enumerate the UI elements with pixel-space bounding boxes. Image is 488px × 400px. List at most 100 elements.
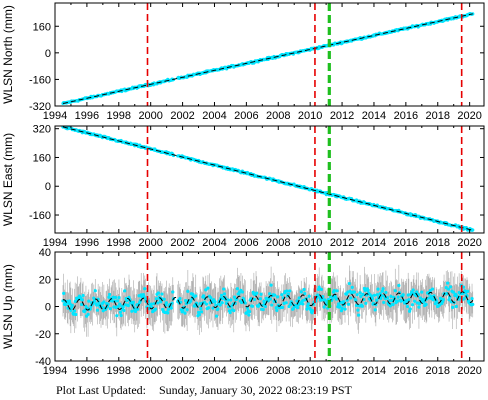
data-point	[385, 296, 389, 300]
data-point	[154, 297, 158, 301]
data-point	[220, 301, 224, 305]
data-point	[399, 299, 403, 303]
x-tick-label: 2020	[457, 110, 481, 122]
data-point	[72, 309, 77, 313]
data-point	[131, 300, 135, 304]
data-point	[122, 308, 126, 313]
data-point	[374, 298, 379, 302]
data-point	[275, 308, 279, 312]
y-tick-label: 0	[45, 181, 51, 193]
y-tick-label: -160	[29, 210, 51, 222]
plot-area	[61, 252, 475, 361]
data-point	[291, 307, 295, 311]
data-point	[273, 293, 277, 297]
data-point	[261, 307, 265, 312]
data-point	[395, 299, 400, 303]
x-tick-label: 2012	[330, 110, 354, 122]
x-tick-label: 2016	[394, 237, 418, 249]
data-point	[331, 295, 335, 299]
data-point	[379, 296, 383, 300]
x-tick-label: 2012	[330, 365, 354, 377]
data-point	[92, 296, 96, 300]
data-point	[240, 290, 244, 294]
data-point	[288, 289, 292, 293]
x-tick-label: 1994	[43, 365, 67, 377]
data-point	[280, 305, 285, 309]
x-tick-label: 2018	[426, 365, 450, 377]
data-point	[352, 290, 356, 294]
data-point	[252, 297, 257, 302]
data-point	[382, 300, 386, 305]
x-tick-label: 1998	[107, 365, 131, 377]
x-tick-label: 2010	[298, 237, 322, 249]
data-point	[263, 304, 267, 309]
data-point	[338, 304, 342, 309]
data-point	[164, 301, 168, 305]
y-tick-label: -20	[35, 329, 51, 341]
data-point	[397, 283, 401, 288]
x-tick-label: 2010	[298, 110, 322, 122]
data-point	[240, 300, 244, 305]
data-point	[184, 298, 188, 303]
data-point	[204, 302, 209, 306]
data-point	[156, 301, 160, 305]
data-point	[354, 298, 358, 302]
data-point	[406, 293, 410, 297]
data-point	[70, 303, 74, 308]
data-point	[302, 287, 306, 292]
data-point	[178, 296, 182, 301]
data-point	[384, 290, 388, 295]
data-point	[162, 297, 166, 301]
plot-area	[61, 126, 475, 233]
data-point	[355, 293, 359, 297]
x-tick-label: 2002	[170, 110, 194, 122]
data-point	[448, 295, 452, 299]
data-point	[81, 293, 85, 298]
data-point	[446, 281, 450, 285]
data-point	[266, 299, 270, 303]
data-point	[152, 302, 156, 306]
data-point	[229, 298, 233, 302]
data-point	[334, 297, 339, 301]
data-point	[204, 288, 208, 292]
x-tick-label: 2016	[394, 110, 418, 122]
x-tick-label: 2014	[362, 110, 386, 122]
data-point	[126, 304, 130, 308]
data-point	[405, 304, 410, 309]
data-point	[268, 297, 272, 301]
data-point	[202, 294, 206, 298]
data-point	[121, 305, 125, 309]
data-point	[296, 306, 300, 310]
data-point	[316, 293, 320, 297]
x-tick-label: 2008	[266, 237, 290, 249]
y-tick-label: 20	[39, 274, 51, 286]
data-point	[92, 299, 97, 303]
x-tick-label: 2000	[138, 365, 162, 377]
data-point	[189, 299, 193, 303]
data-point	[357, 313, 361, 317]
data-point	[375, 293, 379, 297]
data-point	[67, 299, 72, 303]
data-point	[119, 313, 123, 318]
data-point	[435, 300, 439, 305]
data-point	[202, 300, 206, 304]
plot-last-updated-timestamp: Sunday, January 30, 2022 08:23:19 PST	[159, 383, 352, 397]
data-point	[339, 309, 344, 313]
data-point	[123, 289, 127, 293]
data-point	[470, 296, 474, 301]
data-point	[347, 281, 351, 286]
data-point	[417, 305, 421, 309]
data-point	[376, 287, 380, 291]
data-point	[228, 310, 232, 315]
x-tick-label: 2016	[394, 365, 418, 377]
data-point	[143, 287, 147, 291]
data-point	[213, 300, 217, 304]
data-point	[364, 301, 368, 305]
data-point	[408, 307, 412, 311]
data-point	[115, 314, 119, 318]
data-point	[158, 300, 163, 304]
data-point	[286, 292, 290, 296]
data-point	[330, 297, 334, 302]
data-point	[225, 301, 229, 305]
